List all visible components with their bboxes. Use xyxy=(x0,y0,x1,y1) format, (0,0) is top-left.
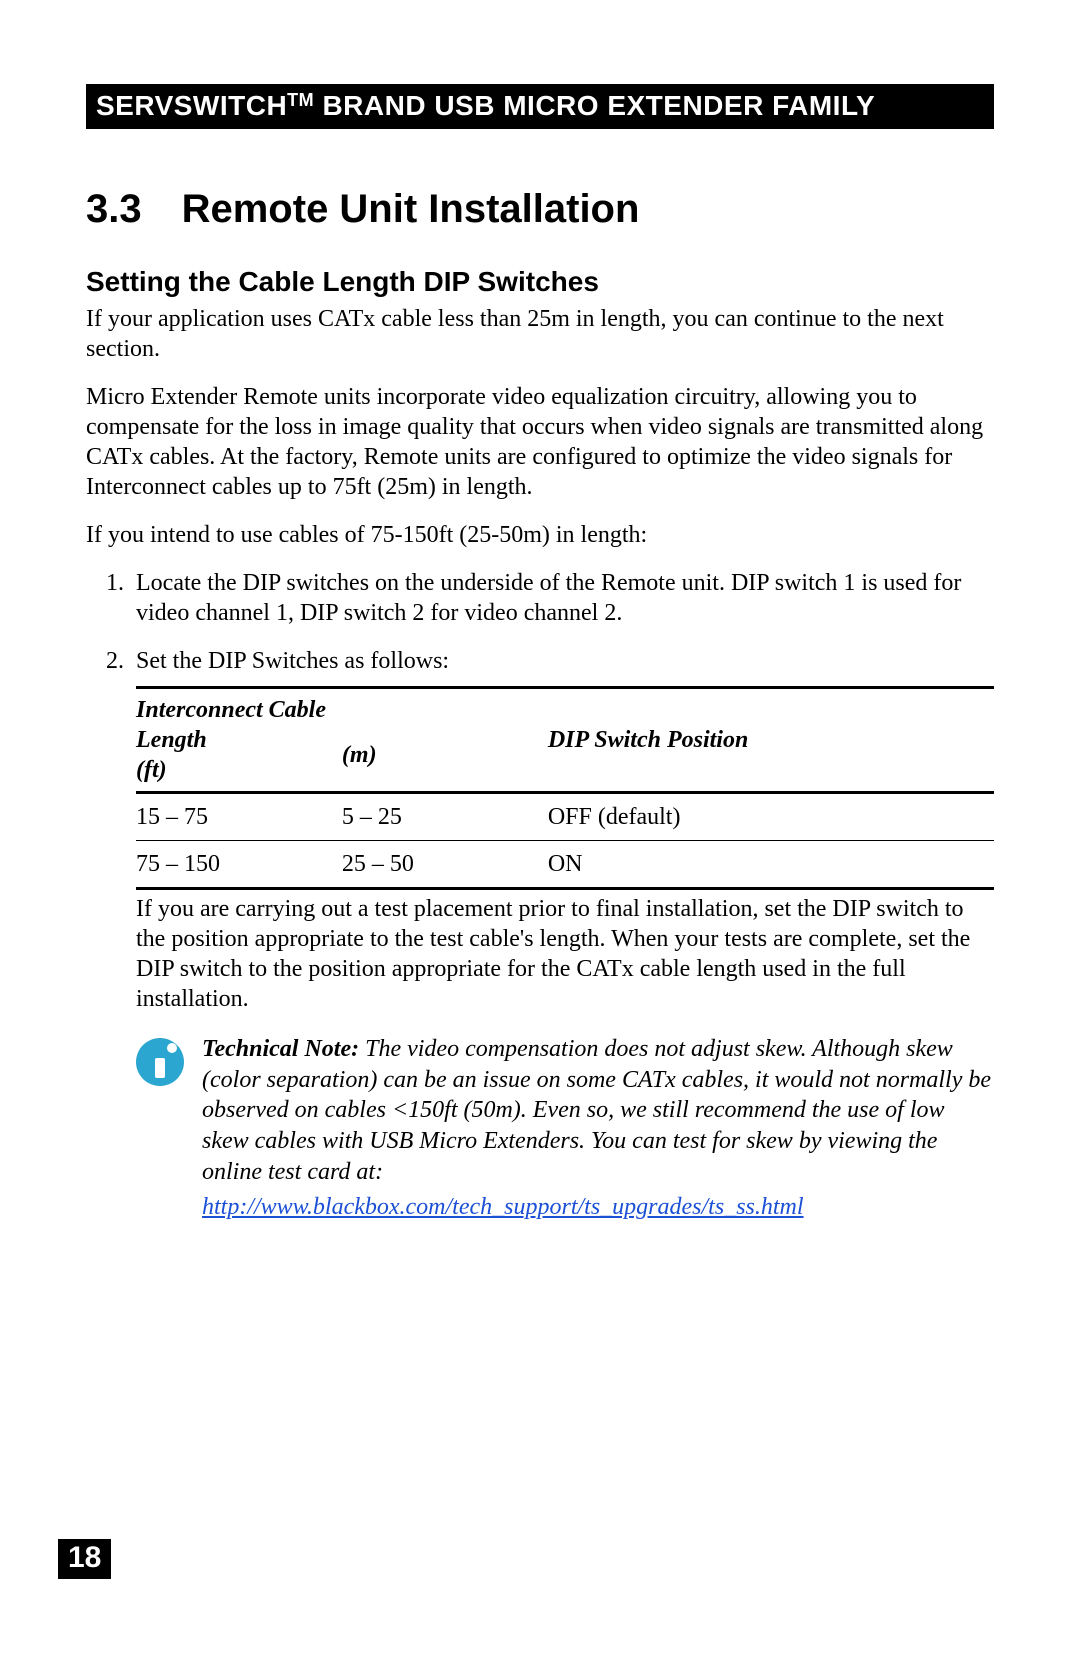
step-2: Set the DIP Switches as follows: Interco… xyxy=(130,646,994,1222)
technical-note: Technical Note: The video compensation d… xyxy=(136,1034,994,1222)
header-bar: SERVSWITCHTM BRAND USB MICRO EXTENDER FA… xyxy=(86,84,994,129)
cell-m: 25 – 50 xyxy=(342,841,548,889)
subheading: Setting the Cable Length DIP Switches xyxy=(86,266,994,298)
section-number: 3.3 xyxy=(86,187,142,232)
page: SERVSWITCHTM BRAND USB MICRO EXTENDER FA… xyxy=(0,0,1080,1669)
cell-ft: 75 – 150 xyxy=(136,841,342,889)
header-brand: SERVSWITCH xyxy=(96,90,287,121)
paragraph-2: Micro Extender Remote units incorporate … xyxy=(86,382,994,502)
dip-switch-table: Interconnect Cable Length (ft) (m) DIP S… xyxy=(136,686,994,890)
step-1: Locate the DIP switches on the underside… xyxy=(130,568,994,628)
technical-note-link[interactable]: http://www.blackbox.com/tech_support/ts_… xyxy=(202,1194,804,1220)
paragraph-1: If your application uses CATx cable less… xyxy=(86,304,994,364)
paragraph-3: If you intend to use cables of 75-150ft … xyxy=(86,520,994,550)
table-row: 75 – 150 25 – 50 ON xyxy=(136,841,994,889)
technical-note-lead: Technical Note: xyxy=(202,1036,359,1062)
header-tm: TM xyxy=(287,90,314,110)
header-rest: BRAND USB MICRO EXTENDER FAMILY xyxy=(314,90,875,121)
table-header-m: (m) xyxy=(342,688,548,793)
table-header-length: Interconnect Cable Length (ft) xyxy=(136,688,342,793)
cell-m: 5 – 25 xyxy=(342,793,548,841)
technical-note-text: Technical Note: The video compensation d… xyxy=(202,1034,994,1222)
table-row: 15 – 75 5 – 25 OFF (default) xyxy=(136,793,994,841)
section-title: 3.3 Remote Unit Installation xyxy=(86,187,994,232)
after-table-note: If you are carrying out a test placement… xyxy=(136,894,994,1014)
page-number: 18 xyxy=(58,1539,111,1579)
table-header-m-label: (m) xyxy=(342,740,542,770)
table-header-length-title: Interconnect Cable Length xyxy=(136,697,326,753)
cell-dip: ON xyxy=(548,841,994,889)
cell-dip: OFF (default) xyxy=(548,793,994,841)
section-name: Remote Unit Installation xyxy=(182,187,640,231)
table-header-dip: DIP Switch Position xyxy=(548,688,994,793)
cell-ft: 15 – 75 xyxy=(136,793,342,841)
step-2-text: Set the DIP Switches as follows: xyxy=(136,648,449,674)
table-header-ft: (ft) xyxy=(136,755,336,785)
steps-list: Locate the DIP switches on the underside… xyxy=(86,568,994,1222)
info-icon xyxy=(136,1038,184,1086)
